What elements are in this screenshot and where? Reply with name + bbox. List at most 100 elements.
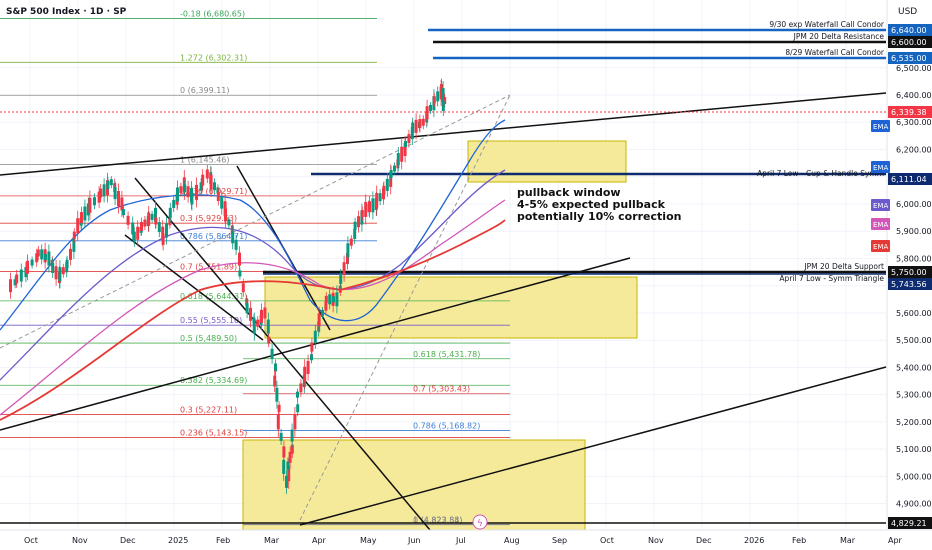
y-tick-label: 5,100.00: [896, 445, 932, 454]
candle-body: [35, 253, 39, 263]
candle-body: [30, 259, 34, 266]
x-tick-label: Feb: [792, 536, 806, 545]
fib-level-label: 0.618 (5,431.78): [413, 350, 480, 359]
y-tick-label: 6,200.00: [896, 145, 932, 154]
fib-level-label: 0.236 (6,029.71): [180, 187, 247, 196]
fib-level-label: 1 (6,145.46): [180, 155, 230, 164]
candle-body: [275, 387, 279, 402]
candle-body: [150, 213, 154, 220]
svg-text:ϟ: ϟ: [477, 519, 483, 529]
level-note: JPM 20 Delta Resistance: [793, 32, 885, 41]
candle-body: [375, 193, 379, 209]
annotation-text: pullback window 4-5% expected pullback p…: [517, 186, 681, 223]
x-tick-label: Oct: [24, 536, 38, 545]
candle-body: [113, 187, 117, 200]
candle-body: [47, 251, 51, 266]
price-candles: [9, 78, 447, 494]
candle-body: [349, 238, 353, 246]
trendline-descent-2: [124, 234, 264, 341]
candle-body: [441, 101, 445, 112]
y-tick-label: 4,900.00: [896, 500, 932, 509]
candle-body: [122, 209, 125, 216]
price-label: 5,743.56: [891, 280, 927, 289]
candle-body: [385, 178, 389, 191]
x-tick-label: Mar: [840, 536, 856, 545]
price-label-box: [888, 278, 932, 290]
candle-body: [36, 249, 40, 257]
x-tick-label: Apr: [888, 536, 903, 545]
candle-body: [266, 319, 270, 334]
candle-body: [69, 248, 72, 260]
trendline-descent-1: [134, 177, 431, 531]
x-tick-label: May: [360, 536, 377, 545]
candle-body: [270, 348, 274, 359]
candle-body: [290, 444, 294, 454]
y-tick-label: 6,300.00: [896, 118, 932, 127]
price-axis[interactable]: 4,900.00 5,000.00 5,100.00 5,200.00 5,300.00…: [757, 0, 932, 530]
candle-body: [205, 169, 209, 179]
candle-body: [65, 259, 69, 268]
candle-body: [389, 170, 393, 179]
level-note: 9/30 exp Waterfall Call Condor: [769, 20, 885, 29]
candle-body: [282, 446, 286, 458]
level-note: 8/29 Waterfall Call Condor: [785, 48, 884, 57]
y-tick-label: 6,500.00: [896, 64, 932, 73]
y-tick-label: 5,400.00: [896, 363, 932, 372]
price-label: 6,640.00: [891, 26, 927, 35]
chart-title: S&P 500 Index · 1D · SP: [6, 7, 127, 17]
price-label: 6,339.38: [891, 108, 927, 117]
level-note: JPM 20 Delta Support: [803, 262, 884, 271]
candle-body: [279, 432, 283, 441]
candle-body: [86, 203, 90, 216]
candle-body: [117, 191, 120, 207]
candle-body: [332, 296, 335, 303]
price-label: 6,600.00: [891, 38, 927, 47]
candle-body: [277, 404, 281, 412]
price-label-box: [888, 24, 932, 36]
ema-badge-label: EMA: [873, 123, 888, 131]
x-tick-label: Apr: [312, 536, 327, 545]
trendline-long-support: [299, 366, 887, 526]
y-tick-label: 5,800.00: [896, 254, 932, 263]
ema-lines: [0, 119, 506, 421]
bolt-icon[interactable]: ϟ: [472, 514, 488, 530]
trendline-upper-channel: [0, 92, 887, 176]
candle-body: [440, 84, 443, 96]
fib-level-label: 0 (6,399.11): [180, 86, 230, 95]
candle-body: [378, 193, 382, 202]
candle-body: [357, 216, 360, 228]
fib-level-label: 0.3 (5,227.11): [180, 406, 237, 415]
candle-body: [72, 231, 76, 239]
candle-body: [13, 279, 17, 286]
candle-body: [93, 197, 96, 206]
candle-body: [172, 199, 176, 208]
ema-slow: [0, 199, 506, 416]
x-tick-label: Nov: [72, 536, 88, 545]
candle-body: [76, 218, 80, 234]
ema-badge: [871, 120, 890, 132]
candle-body: [120, 197, 124, 211]
dashed-projection-2: [299, 94, 511, 521]
candle-body: [19, 269, 23, 282]
candle-body: [338, 285, 342, 293]
candle-body: [126, 215, 130, 225]
candle-body: [165, 223, 168, 238]
candle-body: [40, 249, 44, 260]
candle-body: [418, 119, 422, 129]
candle-body: [407, 134, 411, 144]
time-axis[interactable]: Oct Nov Dec 2025 Feb Mar Apr May Jun Jul Aug Sep Oct…: [0, 529, 932, 550]
candle-body: [199, 182, 203, 191]
x-tick-label: Dec: [696, 536, 711, 545]
candle-body: [131, 222, 135, 235]
candle-body: [396, 153, 400, 166]
y-tick-label: 6,000.00: [896, 200, 932, 209]
candle-body: [140, 221, 143, 231]
x-tick-label: Mar: [264, 536, 280, 545]
candle-body: [102, 184, 106, 197]
candle-body: [179, 186, 183, 194]
y-tick-label: 5,200.00: [896, 418, 932, 427]
candle-body: [339, 273, 343, 284]
y-tick-label: 5,000.00: [896, 472, 932, 481]
fib-level-label: 1 (4,823.88): [413, 515, 463, 524]
